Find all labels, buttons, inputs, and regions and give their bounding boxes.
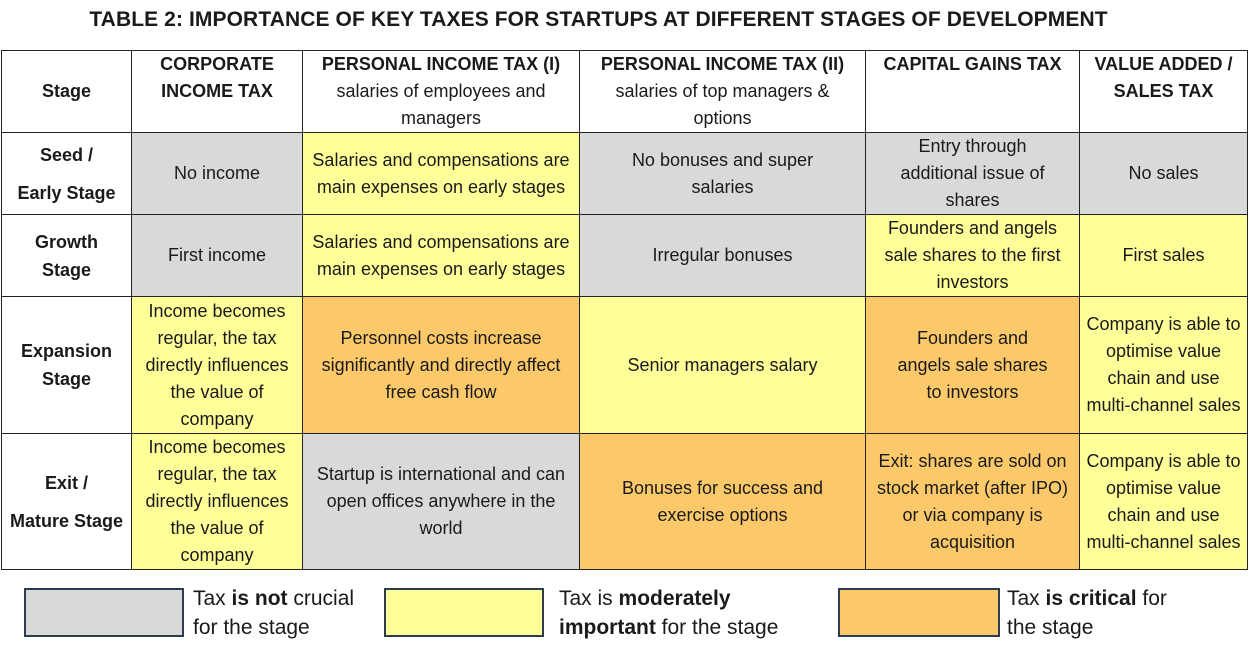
cell-expansion-pit2: Senior managers salary [579, 296, 866, 434]
legend-moderate-bold2: important [559, 616, 656, 639]
header-cit-label: CORPORATE INCOME TAX [160, 54, 274, 101]
stage-growth-line1: Growth [35, 231, 98, 252]
cell-expansion-cgt: Founders and angels sale shares to inves… [865, 296, 1080, 434]
header-pit1-label: PERSONAL INCOME TAX (I) [321, 54, 561, 74]
header-pit1-sub: salaries of employees and managers [336, 81, 546, 128]
header-pit2-sub: salaries of top managers & options [615, 81, 830, 128]
cell-growth-pit1: Salaries and compensations are main expe… [302, 214, 580, 297]
legend-not-crucial-post: crucial [287, 587, 355, 610]
legend-not-crucial-pre: Tax [193, 587, 232, 610]
cell-exit-pit2: Bonuses for success and exercise options [579, 433, 866, 570]
header-vat-label: VALUE ADDED / SALES TAX [1094, 54, 1233, 101]
legend-moderate-post: for the stage [655, 616, 779, 639]
legend-critical-post: for [1136, 587, 1167, 610]
stage-expansion-line1: Expansion [20, 341, 113, 361]
header-pit2-label: PERSONAL INCOME TAX (II) [600, 54, 845, 74]
legend-critical-pre: Tax [1007, 587, 1046, 610]
stage-growth: Growth Stage [1, 214, 132, 297]
legend-label-critical: Tax is critical for the stage [1007, 584, 1167, 642]
legend-moderate-pre: Tax is [559, 587, 619, 610]
table-title: TABLE 2: IMPORTANCE OF KEY TAXES FOR STA… [89, 8, 1108, 31]
cell-expansion-vat: Company is able to optimise value chain … [1079, 296, 1248, 434]
legend-label-not-crucial: Tax is not crucial for the stage [193, 584, 354, 642]
row-growth: Growth Stage First income Salaries and c… [1, 214, 1248, 297]
stage-exit: Exit / Mature Stage [1, 433, 132, 570]
cell-exit-cit: Income becomes regular, the tax directly… [131, 433, 303, 570]
header-personal-income-tax-1: PERSONAL INCOME TAX (I) salaries of empl… [302, 50, 580, 133]
header-capital-gains-tax: CAPITAL GAINS TAX [865, 50, 1080, 133]
stage-growth-line2: Stage [41, 259, 92, 280]
header-value-added-tax: VALUE ADDED / SALES TAX [1079, 50, 1248, 133]
legend-not-crucial-line2: for the stage [193, 616, 310, 639]
cell-expansion-cit: Income becomes regular, the tax directly… [131, 296, 303, 434]
cell-expansion-pit1: Personnel costs increase significantly a… [302, 296, 580, 434]
stage-exit-line1: Exit / [44, 472, 88, 493]
stage-expansion: Expansion Stage [1, 296, 132, 434]
cell-seed-pit1: Salaries and compensations are main expe… [302, 132, 580, 215]
row-expansion: Expansion Stage Income becomes regular, … [1, 296, 1248, 434]
stage-seed-line2: Early Stage [17, 182, 116, 203]
legend-critical-bold: is critical [1045, 587, 1137, 610]
cell-exit-cgt: Exit: shares are sold on stock market (a… [865, 433, 1080, 570]
header-personal-income-tax-2: PERSONAL INCOME TAX (II) salaries of top… [579, 50, 866, 133]
cell-growth-pit2: Irregular bonuses [579, 214, 866, 297]
cell-seed-pit2: No bonuses and super salaries [579, 132, 866, 215]
tax-importance-table: Stage CORPORATE INCOME TAX PERSONAL INCO… [1, 50, 1248, 570]
cell-growth-cgt: Founders and angels sale shares to the f… [865, 214, 1080, 297]
header-cgt-label: CAPITAL GAINS TAX [883, 54, 1062, 74]
legend-swatch-critical [838, 588, 1000, 637]
row-seed: Seed / Early Stage No income Salaries an… [1, 132, 1248, 215]
stage-seed-line1: Seed / [39, 144, 94, 165]
cell-seed-cit: No income [131, 132, 303, 215]
legend-swatch-not-crucial [24, 588, 184, 637]
cell-seed-cgt: Entry through additional issue of shares [865, 132, 1080, 215]
stage-exit-line2: Mature Stage [9, 510, 124, 531]
legend-label-moderate: Tax is moderately important for the stag… [559, 584, 778, 642]
cell-exit-pit1: Startup is international and can open of… [302, 433, 580, 570]
legend-moderate-bold: moderately [618, 587, 731, 610]
row-exit: Exit / Mature Stage Income becomes regul… [1, 433, 1248, 570]
cell-growth-cit: First income [131, 214, 303, 297]
legend-not-crucial-bold: is not [231, 587, 288, 610]
cell-exit-vat: Company is able to optimise value chain … [1079, 433, 1248, 570]
cell-seed-vat: No sales [1079, 132, 1248, 215]
cell-growth-vat: First sales [1079, 214, 1248, 297]
legend-swatch-moderate [384, 588, 544, 637]
stage-seed: Seed / Early Stage [1, 132, 132, 215]
stage-expansion-line2: Stage [41, 369, 92, 389]
header-row: Stage CORPORATE INCOME TAX PERSONAL INCO… [1, 50, 1248, 133]
header-corporate-income-tax: CORPORATE INCOME TAX [131, 50, 303, 133]
legend-critical-line2: the stage [1007, 616, 1094, 639]
header-stage: Stage [1, 50, 132, 133]
